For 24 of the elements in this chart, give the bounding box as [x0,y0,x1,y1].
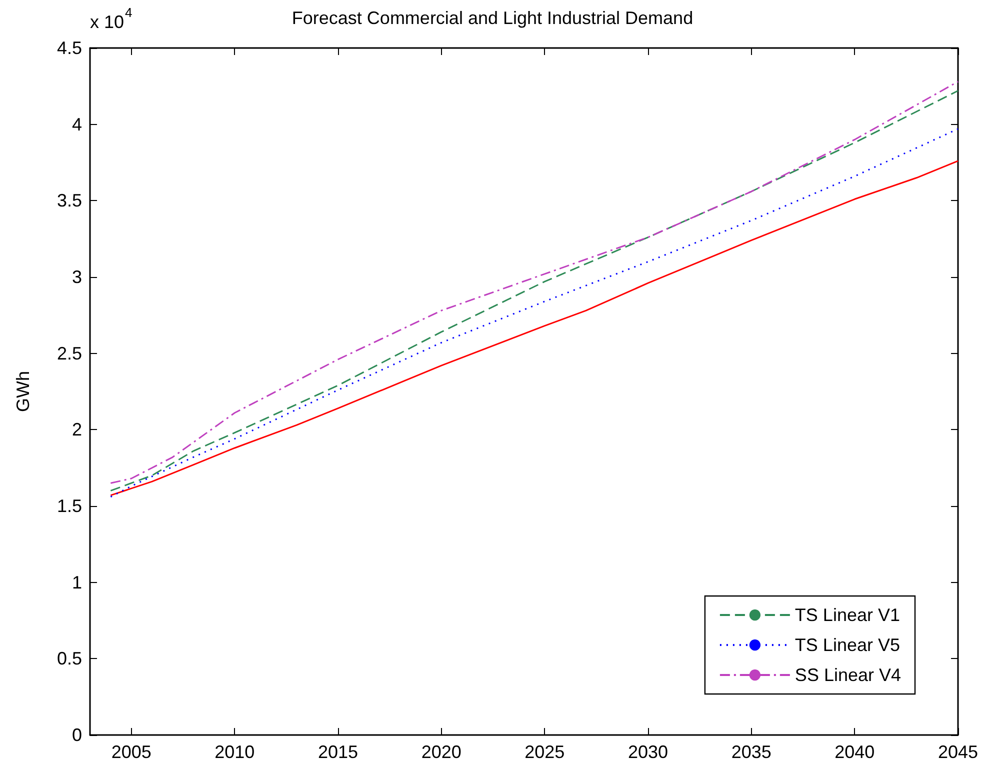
x-tick-label: 2010 [214,742,255,762]
x-tick-label: 2005 [111,742,152,762]
x-tick-label: 2025 [524,742,565,762]
x-tick-label: 2045 [938,742,978,762]
x-tick-label: 2030 [628,742,668,762]
x-tick-label: 2035 [731,742,772,762]
y-tick-label: 2.5 [56,343,82,364]
y-tick-label: 0 [72,725,82,745]
x-tick-label: 2040 [834,742,875,762]
x-tick-label: 2015 [318,742,358,762]
y-tick-label: 1.5 [56,496,82,516]
y-tick-label: 0.5 [56,648,82,669]
y-tick-label: 4 [72,114,82,134]
y-tick-label: 4.5 [56,38,82,58]
y-tick-label: 1 [72,572,82,592]
legend-label: SS Linear V4 [794,665,902,685]
y-axis-title: GWh [13,370,33,412]
y-tick-label: 2 [72,420,82,440]
chart-title: Forecast Commercial and Light Industrial Demand [292,8,694,28]
x-tick-label: 2020 [421,742,462,762]
y-tick-label: 3.5 [56,190,82,211]
y-tick-label: 3 [72,267,82,287]
legend-label: TS Linear V5 [794,635,900,655]
legend-label: TS Linear V1 [794,605,900,625]
